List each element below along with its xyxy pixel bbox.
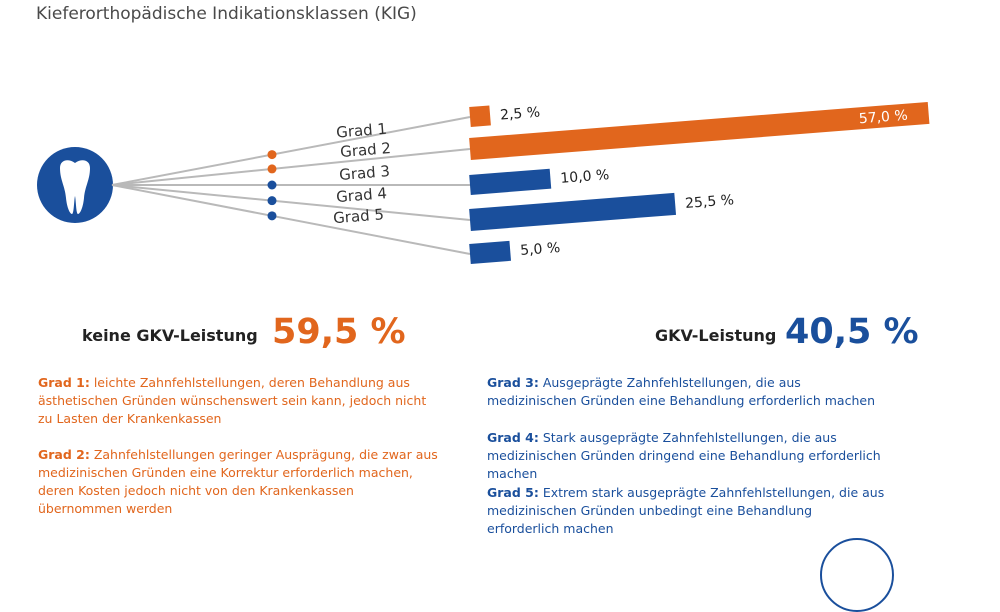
right-header-label: GKV-Leistung bbox=[655, 326, 777, 345]
connector-line bbox=[111, 184, 471, 221]
marker-dot bbox=[267, 150, 277, 160]
category-label: Grad 1 bbox=[336, 120, 388, 142]
connector-line bbox=[111, 184, 471, 255]
connector-line bbox=[111, 116, 471, 186]
desc-grad-5-label: Grad 5: bbox=[487, 485, 539, 500]
desc-grad-1-label: Grad 1: bbox=[38, 375, 90, 390]
right-header-value: 40,5 % bbox=[785, 312, 919, 352]
marker-dot bbox=[267, 211, 277, 221]
category-label: Grad 3 bbox=[339, 162, 391, 184]
desc-grad-1: Grad 1: leichte Zahnfehlstellungen, dere… bbox=[38, 374, 438, 428]
desc-grad-5: Grad 5: Extrem stark ausgeprägte Zahnfeh… bbox=[487, 484, 887, 538]
marker-dot bbox=[267, 164, 277, 174]
category-label: Grad 4 bbox=[335, 184, 387, 206]
left-header-value: 59,5 % bbox=[272, 312, 406, 352]
desc-grad-2-text: Zahnfehlstellungen geringer Ausprägung, … bbox=[38, 447, 438, 516]
desc-grad-2-label: Grad 2: bbox=[38, 447, 90, 462]
bar bbox=[469, 240, 512, 264]
value-label: 10,0 % bbox=[560, 167, 610, 187]
category-label: Grad 5 bbox=[332, 205, 384, 227]
value-label: 25,5 % bbox=[685, 192, 735, 212]
bar bbox=[469, 101, 930, 160]
value-label: 2,5 % bbox=[500, 105, 541, 124]
desc-grad-1-text: leichte Zahnfehlstellungen, deren Behand… bbox=[38, 375, 427, 426]
bar bbox=[469, 168, 552, 195]
marker-dot bbox=[267, 196, 277, 206]
left-header-label: keine GKV-Leistung bbox=[82, 326, 258, 345]
value-label: 5,0 % bbox=[520, 240, 561, 259]
desc-grad-4: Grad 4: Stark ausgeprägte Zahnfehlstellu… bbox=[487, 429, 887, 483]
desc-grad-4-text: Stark ausgeprägte Zahnfehlstellungen, di… bbox=[487, 430, 881, 481]
bar bbox=[469, 192, 677, 231]
seal-logo bbox=[820, 538, 894, 612]
desc-grad-3: Grad 3: Ausgeprägte Zahnfehlstellungen, … bbox=[487, 374, 887, 410]
desc-grad-2: Grad 2: Zahnfehlstellungen geringer Ausp… bbox=[38, 446, 438, 518]
marker-dot bbox=[267, 180, 277, 190]
value-label: 57,0 % bbox=[858, 108, 908, 128]
tooth-icon bbox=[37, 147, 113, 223]
connector-line bbox=[111, 148, 471, 186]
category-label: Grad 2 bbox=[340, 139, 392, 161]
desc-grad-3-text: Ausgeprägte Zahnfehlstellungen, die aus … bbox=[487, 375, 875, 408]
desc-grad-5-text: Extrem stark ausgeprägte Zahnfehlstellun… bbox=[487, 485, 885, 536]
desc-grad-4-label: Grad 4: bbox=[487, 430, 539, 445]
page-title: Kieferorthopädische Indikationsklassen (… bbox=[36, 4, 417, 24]
desc-grad-3-label: Grad 3: bbox=[487, 375, 539, 390]
bar bbox=[469, 105, 491, 127]
kig-chart: Grad 1 2,5 % Grad 2 57,0 % Grad 3 10,0 % Grad … bbox=[37, 101, 930, 264]
